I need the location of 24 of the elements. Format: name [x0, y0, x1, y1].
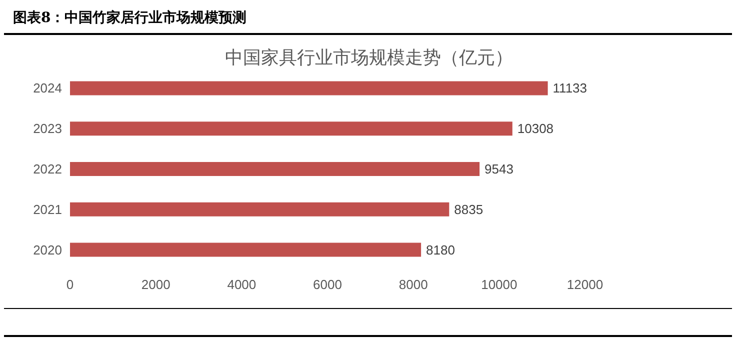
x-tick-label: 6000: [313, 277, 342, 292]
x-tick-label: 12000: [566, 277, 604, 292]
data-label: 8180: [426, 242, 455, 258]
y-tick-label: 2020: [33, 242, 62, 258]
data-label: 9543: [484, 162, 514, 176]
x-tick-label: 0: [66, 277, 74, 292]
x-tick-label: 2000: [141, 277, 170, 292]
y-tick-label: 2021: [33, 202, 62, 217]
data-label: 10308: [517, 121, 554, 136]
bar: [70, 162, 480, 176]
x-tick-label: 8000: [398, 277, 428, 292]
bar: [70, 242, 422, 257]
chart-title: 图表8：中国竹家居行业市场规模预测: [13, 9, 247, 26]
x-tick-label: 4000: [227, 277, 256, 292]
x-tick-label: 10000: [481, 277, 518, 292]
chart-subtitle: 中国家具行业市场规模走势（亿元）: [225, 48, 513, 68]
y-tick-label: 2023: [33, 121, 62, 136]
data-label: 8835: [454, 202, 484, 217]
y-tick-label: 2024: [33, 80, 62, 96]
data-label: 11133: [552, 80, 588, 96]
bar: [70, 202, 450, 216]
bar: [70, 81, 548, 96]
bar: [70, 122, 512, 136]
y-tick-label: 2022: [33, 162, 62, 176]
